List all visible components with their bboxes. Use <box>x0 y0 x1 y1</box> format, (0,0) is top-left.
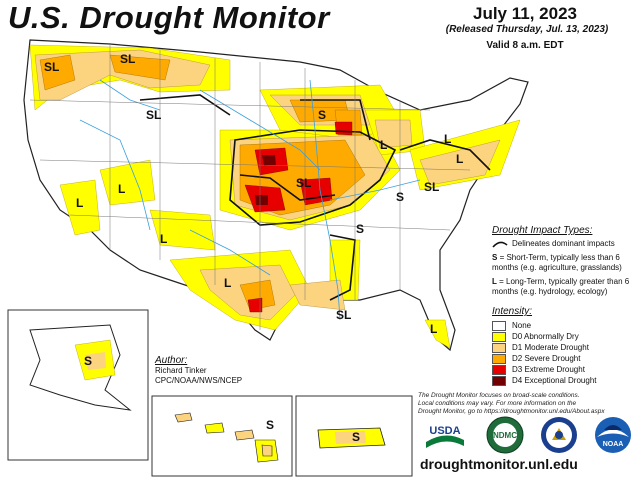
intensity-swatch <box>492 353 506 364</box>
puerto-rico-d1 <box>335 431 366 444</box>
impact-types-heading: Drought Impact Types: <box>492 225 593 236</box>
intensity-row: None <box>492 320 638 331</box>
delineates-text: Delineates dominant impacts <box>512 239 615 248</box>
release-date: (Released Thursday, Jul. 13, 2023) <box>445 24 609 35</box>
intensity-row: D1 Moderate Drought <box>492 342 638 353</box>
page-title: U.S. Drought Monitor <box>8 0 330 35</box>
ndmc-text: NDMC <box>493 431 517 440</box>
ndmc-logo: NDMC <box>486 416 524 454</box>
website-url[interactable]: droughtmonitor.unl.edu <box>420 456 578 472</box>
long-term-row: L = Long-Term, typically greater than 6 … <box>492 277 638 297</box>
intensity-heading: Intensity: <box>492 306 533 317</box>
intensity-legend: Intensity: None D0 Abnormally Dry D1 Moder… <box>492 306 638 386</box>
boundary-line-icon <box>492 241 508 248</box>
usda-text: USDA <box>429 425 460 437</box>
valid-time: Valid 8 a.m. EDT <box>486 40 564 51</box>
intensity-swatch <box>492 331 506 342</box>
long-term-text: = Long-Term, typically greater than 6 mo… <box>492 277 630 296</box>
state-lines <box>29 44 471 330</box>
footnote-line-1: The Drought Monitor focuses on broad-sca… <box>418 392 580 399</box>
author-block: Author: Richard Tinker CPC/NOAA/NWS/NCEP <box>155 356 242 386</box>
d4-areas <box>255 155 276 205</box>
doc-seal-logo <box>540 416 578 454</box>
intensity-label: D2 Severe Drought <box>512 354 581 363</box>
impact-boundaries <box>139 94 491 301</box>
delineates-row: Delineates dominant impacts <box>492 239 638 249</box>
footnote-line-3: Drought Monitor, go to https://droughtmo… <box>418 408 605 415</box>
author-name: Richard Tinker <box>155 366 207 375</box>
noaa-text: NOAA <box>603 441 624 448</box>
intensity-swatch <box>492 364 506 375</box>
impact-types-legend: Drought Impact Types: Delineates dominan… <box>492 226 638 301</box>
usda-logo: USDA <box>424 416 464 454</box>
author-heading: Author: <box>155 355 188 366</box>
noaa-logo: NOAA <box>594 416 632 454</box>
hawaii-inset-frame <box>151 395 293 477</box>
long-term-key: L <box>492 277 497 286</box>
intensity-row: D0 Abnormally Dry <box>492 331 638 342</box>
short-term-key: S <box>492 253 498 262</box>
intensity-row: D2 Severe Drought <box>492 353 638 364</box>
alaska-d1 <box>85 352 106 370</box>
intensity-swatch <box>492 375 506 386</box>
short-term-text: = Short-Term, typically less than 6 mont… <box>492 253 622 272</box>
map-date: July 11, 2023 <box>473 4 577 23</box>
intensity-label: D3 Extreme Drought <box>512 365 585 374</box>
short-term-row: S = Short-Term, typically less than 6 mo… <box>492 253 638 273</box>
intensity-label: D1 Moderate Drought <box>512 343 589 352</box>
footnote-line-2: Local conditions may vary. For more info… <box>418 400 577 407</box>
intensity-label: D4 Exceptional Drought <box>512 376 597 385</box>
intensity-row: D4 Exceptional Drought <box>492 375 638 386</box>
intensity-row: D3 Extreme Drought <box>492 364 638 375</box>
intensity-label: D0 Abnormally Dry <box>512 332 579 341</box>
intensity-label: None <box>512 321 532 330</box>
rivers <box>79 79 421 321</box>
hawaii-islands <box>174 412 279 463</box>
intensity-rows: None D0 Abnormally Dry D1 Moderate Drought… <box>492 320 638 386</box>
author-org: CPC/NOAA/NWS/NCEP <box>155 376 243 385</box>
intensity-swatch <box>492 342 506 353</box>
intensity-swatch <box>492 320 506 331</box>
footnote: The Drought Monitor focuses on broad-sca… <box>418 392 638 416</box>
